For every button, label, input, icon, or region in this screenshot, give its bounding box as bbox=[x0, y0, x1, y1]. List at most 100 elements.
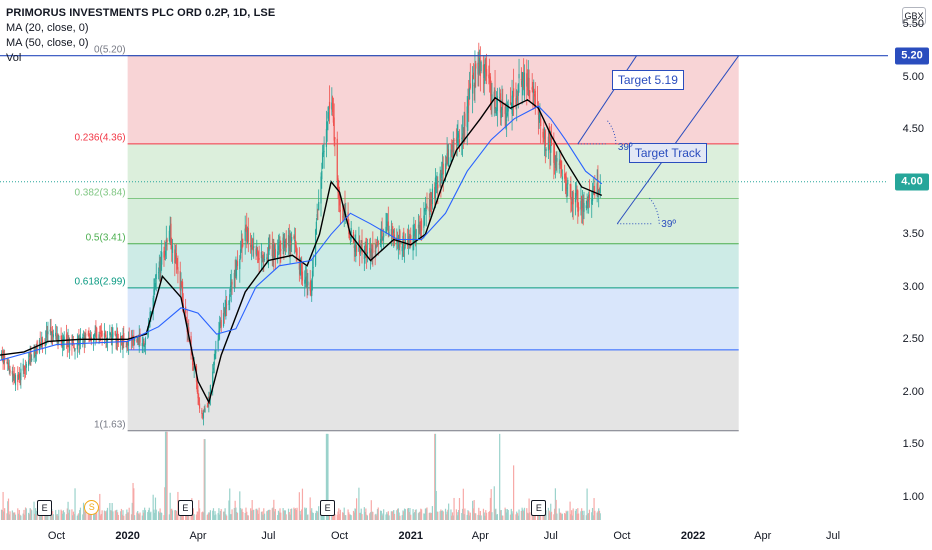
symbol-title[interactable]: PRIMORUS INVESTMENTS PLC ORD 0.2P, 1D, L… bbox=[6, 7, 276, 19]
earnings-event-marker[interactable]: E bbox=[37, 500, 53, 516]
candle-body bbox=[463, 115, 465, 136]
volume-bar bbox=[326, 433, 328, 520]
candle-body bbox=[50, 326, 52, 333]
volume-bar bbox=[99, 493, 101, 520]
candle-body bbox=[217, 339, 219, 349]
candle-body bbox=[128, 337, 130, 339]
volume-bar bbox=[311, 512, 314, 520]
volume-bar bbox=[566, 511, 568, 520]
candle-body bbox=[331, 102, 333, 110]
track-annotation[interactable]: Target Track bbox=[628, 143, 707, 163]
volume-bar bbox=[28, 512, 30, 520]
earnings-event-marker[interactable]: E bbox=[320, 500, 336, 516]
volume-bar bbox=[115, 510, 117, 520]
candle-body bbox=[25, 363, 27, 368]
candle-body bbox=[163, 250, 165, 258]
candle-body bbox=[510, 108, 512, 110]
candle-body bbox=[523, 72, 525, 89]
volume-bar bbox=[260, 511, 263, 520]
last-price-label: 4.00 bbox=[895, 173, 929, 191]
volume-bar bbox=[555, 499, 557, 520]
volume-bar bbox=[117, 514, 119, 520]
candle-body bbox=[168, 230, 171, 241]
candle-body bbox=[2, 353, 4, 363]
price-tick: 5.50 bbox=[902, 18, 924, 31]
candle-body bbox=[496, 96, 498, 111]
candle-body bbox=[575, 193, 577, 197]
volume-bar bbox=[479, 511, 481, 520]
volume-bar bbox=[404, 509, 406, 520]
volume-bar bbox=[298, 492, 300, 520]
volume-bar bbox=[24, 514, 26, 520]
candle-body bbox=[550, 137, 553, 145]
candle-body bbox=[307, 281, 309, 286]
volume-bar bbox=[352, 510, 355, 520]
volume-bar bbox=[466, 514, 468, 520]
earnings-event-marker[interactable]: E bbox=[177, 500, 193, 516]
candle-body bbox=[466, 106, 468, 128]
candle-body bbox=[533, 93, 536, 97]
split-event-marker[interactable]: S bbox=[84, 500, 100, 515]
candle-body bbox=[478, 58, 481, 74]
currency-badge[interactable]: GBX bbox=[902, 7, 926, 25]
volume-bar bbox=[491, 512, 493, 520]
volume-bar bbox=[164, 487, 166, 520]
candle-body bbox=[6, 362, 8, 363]
volume-bar bbox=[374, 514, 376, 520]
candle-body bbox=[533, 91, 535, 93]
volume-bar bbox=[185, 512, 188, 520]
volume-bar bbox=[445, 514, 447, 520]
study-volume[interactable]: Vol bbox=[6, 52, 22, 64]
volume-bar bbox=[180, 515, 182, 520]
volume-bar bbox=[215, 514, 217, 520]
volume-bar bbox=[354, 508, 356, 520]
candle-body bbox=[94, 330, 96, 337]
candle-body bbox=[177, 267, 179, 274]
candle-body bbox=[517, 84, 519, 96]
candle-body bbox=[67, 338, 69, 345]
volume-bar bbox=[159, 508, 161, 520]
volume-bar bbox=[36, 514, 38, 520]
fib-retracement[interactable] bbox=[127, 55, 739, 432]
candle-body bbox=[3, 356, 5, 364]
volume-bar bbox=[300, 514, 302, 520]
volume-bar bbox=[494, 509, 496, 520]
candle-body bbox=[0, 352, 3, 359]
volume-bar bbox=[364, 511, 366, 520]
volume-bar bbox=[226, 515, 228, 520]
volume-bar bbox=[203, 439, 205, 520]
volume-bar bbox=[157, 511, 160, 520]
candle-body bbox=[138, 334, 140, 347]
trend-drawings[interactable] bbox=[0, 55, 888, 225]
volume-bar bbox=[72, 511, 75, 520]
fib-zone bbox=[127, 243, 739, 288]
volume-bar bbox=[137, 510, 139, 520]
volume-bar bbox=[512, 513, 514, 520]
earnings-event-marker[interactable]: E bbox=[531, 500, 547, 516]
volume-bar bbox=[116, 509, 118, 520]
study-ma50[interactable]: MA (50, close, 0) bbox=[6, 37, 89, 49]
volume-bar bbox=[528, 498, 530, 520]
volume-bar bbox=[160, 512, 162, 520]
candle-body bbox=[288, 236, 290, 248]
volume-bar bbox=[327, 433, 329, 520]
volume-bar bbox=[111, 503, 113, 520]
candle-body bbox=[574, 192, 577, 203]
candle-body bbox=[472, 72, 474, 79]
candle-body bbox=[321, 170, 323, 180]
volume-bar bbox=[370, 500, 372, 520]
candle-body bbox=[282, 237, 284, 249]
volume-bar bbox=[100, 513, 102, 520]
volume-bar bbox=[305, 507, 307, 520]
candle-body bbox=[139, 333, 141, 343]
candle-body bbox=[323, 151, 325, 153]
volume-bar bbox=[299, 510, 301, 520]
volume-bar bbox=[220, 509, 222, 520]
candle-body bbox=[526, 82, 529, 91]
target-annotation[interactable]: Target 5.19 bbox=[611, 70, 684, 90]
candle-body bbox=[192, 357, 194, 366]
study-ma20[interactable]: MA (20, close, 0) bbox=[6, 22, 89, 34]
volume-bar bbox=[78, 513, 80, 520]
candle-body bbox=[252, 247, 254, 251]
